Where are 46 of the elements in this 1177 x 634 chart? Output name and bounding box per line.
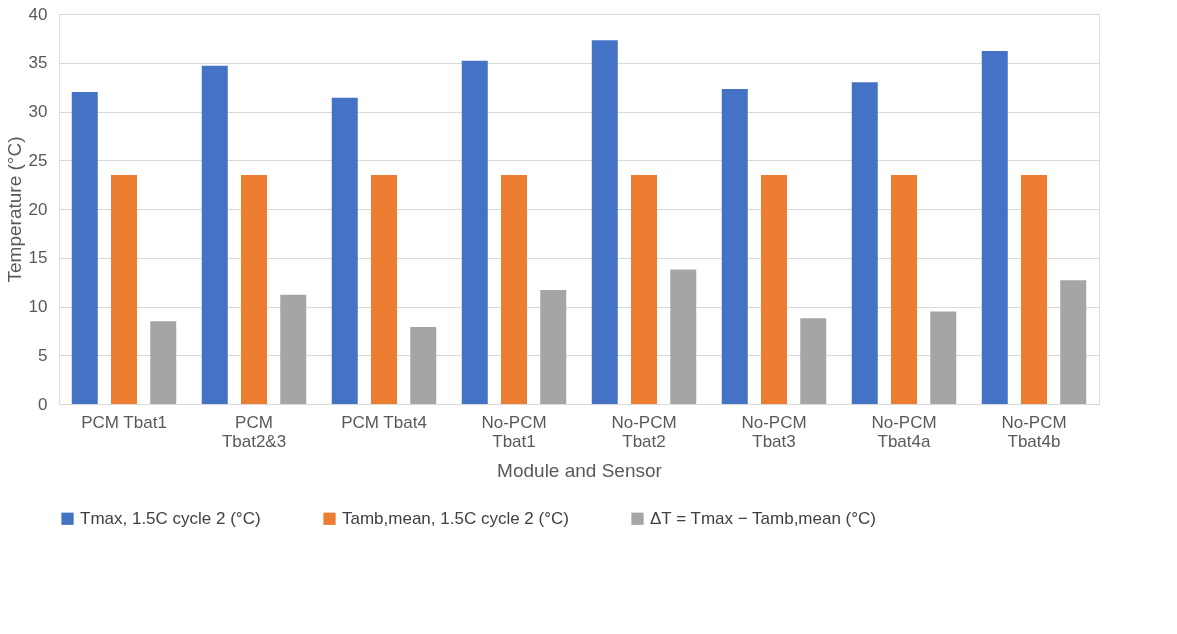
bar xyxy=(71,92,98,404)
bar xyxy=(461,60,488,404)
x-tick-label: No-PCM Tbat1 xyxy=(481,412,547,451)
bar xyxy=(761,174,787,404)
bar xyxy=(150,321,177,404)
y-tick-label: 40 xyxy=(28,4,48,24)
x-tick-label: PCM Tbat2&3 xyxy=(221,412,287,451)
bar xyxy=(981,51,1008,404)
y-tick-label: 30 xyxy=(28,102,48,121)
bar xyxy=(721,89,748,404)
bar xyxy=(631,174,657,404)
bar xyxy=(371,174,397,404)
y-tick-label: 35 xyxy=(28,53,48,73)
bar xyxy=(280,294,307,404)
bar xyxy=(540,289,567,404)
bar xyxy=(851,82,878,404)
bar xyxy=(241,174,267,404)
bar xyxy=(1021,174,1047,404)
legend-label: ΔT = Tmax − Tamb,mean (°C) xyxy=(650,508,877,528)
legend-label: Tamb,mean, 1.5C cycle 2 (°C) xyxy=(342,508,569,528)
x-tick-label: No-PCM Tbat4b xyxy=(1001,412,1067,451)
y-tick-label: 25 xyxy=(28,150,48,170)
y-tick-label: 5 xyxy=(38,345,48,365)
x-tick-label: PCM Tbat4 xyxy=(341,412,427,432)
bar xyxy=(111,174,137,404)
bar xyxy=(670,269,697,404)
bar xyxy=(930,311,957,404)
legend-label: Tmax, 1.5C cycle 2 (°C) xyxy=(80,508,261,528)
bar xyxy=(1060,280,1087,404)
bar xyxy=(591,40,618,404)
bar xyxy=(410,326,437,404)
bar xyxy=(331,97,358,404)
x-tick-label: No-PCM Tbat3 xyxy=(741,412,807,451)
y-tick-label: 0 xyxy=(38,394,48,414)
y-tick-label: 20 xyxy=(28,199,48,219)
y-tick-label: 10 xyxy=(28,297,48,316)
bar xyxy=(201,65,228,404)
x-tick-label: No-PCM Tbat2 xyxy=(611,412,677,451)
x-axis-title: Module and Sensor xyxy=(497,459,663,481)
y-tick-label: 15 xyxy=(28,248,48,268)
x-tick-label: PCM Tbat1 xyxy=(81,412,167,432)
x-tick-label: No-PCM Tbat4a xyxy=(871,412,937,451)
y-axis-title: Temperature (°C) xyxy=(3,136,25,283)
bar xyxy=(891,174,917,404)
bar xyxy=(501,174,527,404)
bar xyxy=(800,318,827,404)
